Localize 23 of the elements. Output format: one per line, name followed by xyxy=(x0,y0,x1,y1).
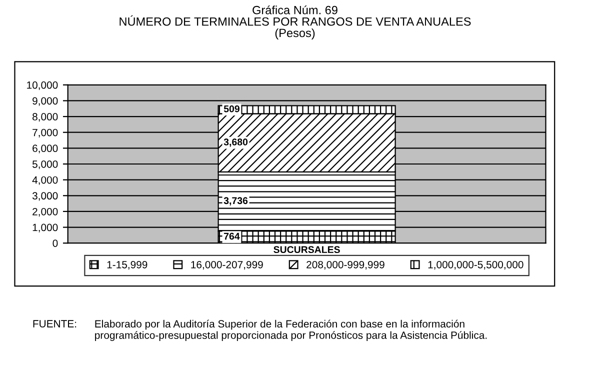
source-note: FUENTE: xyxy=(33,320,76,328)
y-tick-label: 7,000 xyxy=(32,128,58,138)
data-label: 3,680 xyxy=(224,138,248,147)
legend-label: 1,000,000-5,500,000 xyxy=(428,260,524,270)
data-label: 764 xyxy=(224,232,240,240)
legend-label: 208,000-999,999 xyxy=(306,260,384,270)
legend-label: 16,000-207,999 xyxy=(191,260,263,270)
y-tick-label: 0 xyxy=(52,240,58,247)
x-tick-label: SUCURSALES xyxy=(274,246,340,254)
y-tick-label: 10,000 xyxy=(27,81,58,90)
y-tick-label: 3,000 xyxy=(32,192,58,201)
data-label: 3,736 xyxy=(224,197,248,206)
y-tick-label: 4,000 xyxy=(32,176,58,185)
y-tick-label: 2,000 xyxy=(32,208,58,217)
y-tick-label: 9,000 xyxy=(32,97,58,106)
y-tick-label: 5,000 xyxy=(32,160,58,170)
y-tick-label: 8,000 xyxy=(32,113,58,122)
chart-title: Gráfica Núm. 69 NÚMERO DE TERMINALES POR RANGOS DE VENTA ANUALES (Pesos) xyxy=(120,5,471,40)
text: Elaborado por la Auditoría Superior de la Federación con base en la información programático-presupuestal proporcionada por Pronósticos para la Asistencia Pública. xyxy=(95,320,487,341)
y-tick-label: 1,000 xyxy=(32,224,58,232)
data-label: 509 xyxy=(224,105,240,112)
legend-label: 1-15,999 xyxy=(107,260,148,270)
y-tick-label: 6,000 xyxy=(32,144,58,154)
